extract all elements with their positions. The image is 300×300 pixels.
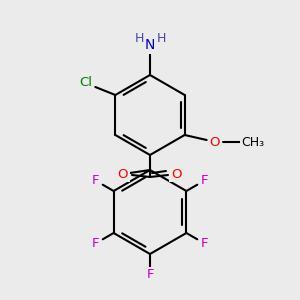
Text: F: F <box>146 268 154 281</box>
Text: F: F <box>200 237 208 250</box>
Text: H: H <box>156 32 166 44</box>
Text: O: O <box>118 167 128 181</box>
Text: N: N <box>145 38 155 52</box>
Text: F: F <box>92 237 100 250</box>
Text: F: F <box>200 174 208 187</box>
Text: H: H <box>134 32 144 44</box>
Text: O: O <box>209 136 220 148</box>
Text: F: F <box>92 174 100 187</box>
Text: O: O <box>171 167 181 181</box>
Text: CH₃: CH₃ <box>241 136 264 148</box>
Text: Cl: Cl <box>79 76 92 89</box>
